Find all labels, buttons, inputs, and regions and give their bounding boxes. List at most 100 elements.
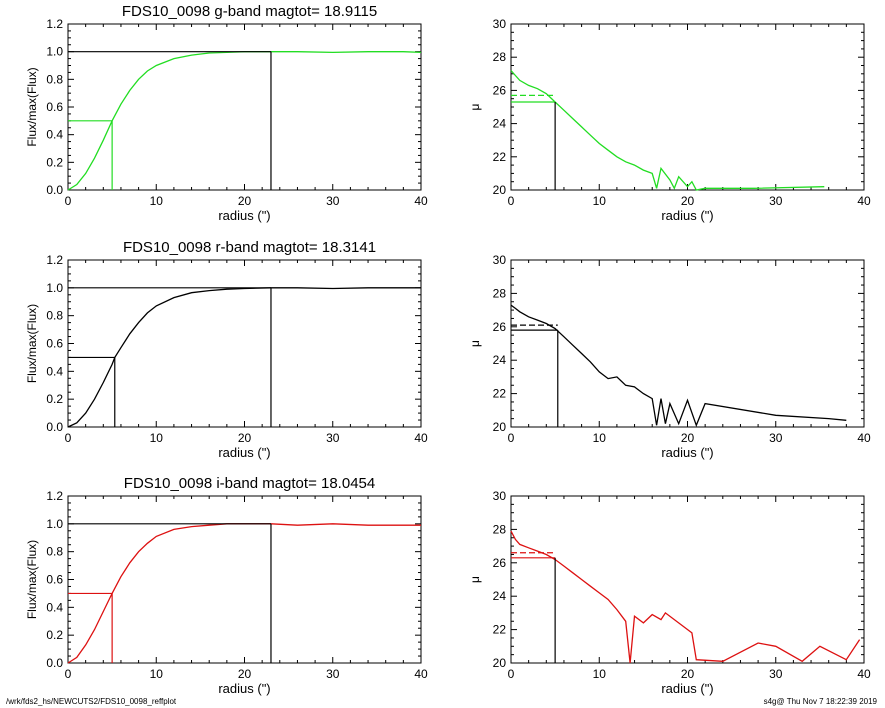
y-tick-label: 0.4 [46, 600, 63, 614]
x-tick-label: 10 [150, 431, 164, 445]
x-tick-label: 30 [769, 194, 783, 208]
y-tick-label: 0.2 [46, 392, 63, 406]
footer-timestamp: s4g@ Thu Nov 7 18:22:39 2019 [763, 697, 877, 706]
x-tick-label: 10 [593, 667, 607, 681]
x-tick-label: 0 [65, 194, 72, 208]
y-axis-label: Flux/max(Flux) [25, 540, 39, 619]
x-axis-label: radius (") [661, 208, 713, 223]
y-tick-label: 26 [493, 83, 507, 97]
y-axis-label: μ [468, 340, 482, 347]
y-tick-label: 0.4 [46, 128, 63, 142]
y-tick-label: 26 [493, 320, 507, 334]
y-tick-label: 22 [493, 150, 507, 164]
y-tick-label: 0.0 [46, 656, 63, 670]
x-axis-label: radius (") [218, 445, 270, 460]
y-tick-label: 0.2 [46, 155, 63, 169]
y-tick-label: 30 [493, 253, 507, 267]
series-line-i [67, 523, 421, 664]
x-axis-label: radius (") [661, 681, 713, 696]
y-tick-label: 24 [493, 589, 507, 603]
y-tick-label: 28 [493, 286, 507, 300]
y-tick-label: 0.8 [46, 72, 63, 86]
chart-title: FDS10_0098 r-band magtot= 18.3141 [123, 239, 376, 256]
x-tick-label: 20 [238, 667, 252, 681]
y-tick-label: 1.2 [46, 253, 63, 267]
chart-panel-i-growth-curve: 0 10 20 30 40 0.0 0.2 0.4 0.6 0.8 1.0 1.2 radius (")… [25, 475, 428, 696]
x-tick-label: 20 [238, 431, 252, 445]
series-line-i [510, 530, 861, 664]
chart-panel-g-growth-curve: 0 10 20 30 40 0.0 0.2 0.4 0.6 0.8 1.0 1.2 radius (")… [25, 3, 428, 223]
plot-frame [67, 259, 422, 428]
y-tick-label: 28 [493, 522, 507, 536]
x-tick-label: 30 [769, 667, 783, 681]
series-line-g [510, 70, 825, 191]
y-tick-label: 22 [493, 387, 507, 401]
x-tick-label: 20 [238, 194, 252, 208]
y-tick-label: 0.2 [46, 628, 63, 642]
y-tick-label: 1.0 [46, 517, 63, 531]
plot-frame [510, 495, 865, 664]
x-tick-label: 40 [857, 194, 871, 208]
x-tick-label: 0 [508, 667, 515, 681]
y-tick-label: 1.0 [46, 45, 63, 59]
y-tick-label: 20 [493, 183, 507, 197]
y-tick-label: 22 [493, 623, 507, 637]
x-tick-label: 0 [508, 431, 515, 445]
y-tick-label: 30 [493, 489, 507, 503]
y-tick-label: 1.0 [46, 281, 63, 295]
y-tick-label: 24 [493, 117, 507, 131]
y-axis-label: Flux/max(Flux) [25, 304, 39, 383]
series-line-r [510, 304, 847, 428]
x-tick-label: 10 [150, 667, 164, 681]
y-tick-label: 20 [493, 656, 507, 670]
y-axis-label: μ [468, 576, 482, 583]
y-tick-label: 0.8 [46, 309, 63, 323]
x-axis-label: radius (") [218, 208, 270, 223]
x-tick-label: 30 [326, 667, 340, 681]
x-tick-label: 0 [508, 194, 515, 208]
y-tick-label: 0.6 [46, 337, 63, 351]
y-tick-label: 1.2 [46, 489, 63, 503]
x-tick-label: 20 [681, 431, 695, 445]
plot-frame [67, 495, 422, 664]
x-axis-label: radius (") [661, 445, 713, 460]
y-tick-label: 20 [493, 420, 507, 434]
chart-panel-r-surface-brightness: 0 10 20 30 40 20 22 24 26 28 30 radius (") μ [468, 253, 871, 460]
x-tick-label: 40 [857, 431, 871, 445]
x-tick-label: 30 [326, 194, 340, 208]
y-tick-label: 0.8 [46, 545, 63, 559]
y-tick-label: 0.0 [46, 420, 63, 434]
y-tick-label: 0.6 [46, 100, 63, 114]
y-tick-label: 0.6 [46, 573, 63, 587]
y-tick-label: 0.4 [46, 364, 63, 378]
chart-panel-g-surface-brightness: 0 10 20 30 40 20 22 24 26 28 30 radius (") μ [468, 17, 871, 223]
x-tick-label: 20 [681, 194, 695, 208]
y-tick-label: 24 [493, 353, 507, 367]
x-tick-label: 40 [414, 194, 428, 208]
y-axis-label: Flux/max(Flux) [25, 67, 39, 146]
x-tick-label: 40 [414, 431, 428, 445]
x-tick-label: 40 [414, 667, 428, 681]
chart-title: FDS10_0098 g-band magtot= 18.9115 [122, 3, 377, 20]
plot-frame [67, 23, 422, 191]
series-line-r [67, 287, 421, 428]
x-tick-label: 40 [857, 667, 871, 681]
x-tick-label: 10 [593, 431, 607, 445]
footer-path: /wrk/fds2_hs/NEWCUTS2/FDS10_0098_reffplo… [6, 697, 177, 706]
y-tick-label: 0.0 [46, 183, 63, 197]
x-tick-label: 0 [65, 667, 72, 681]
chart-title: FDS10_0098 i-band magtot= 18.0454 [124, 475, 375, 492]
y-tick-label: 1.2 [46, 17, 63, 31]
y-tick-label: 28 [493, 50, 507, 64]
x-tick-label: 20 [681, 667, 695, 681]
chart-panel-i-surface-brightness: 0 10 20 30 40 20 22 24 26 28 30 radius (") μ [468, 489, 871, 696]
x-tick-label: 30 [326, 431, 340, 445]
x-axis-label: radius (") [218, 681, 270, 696]
y-tick-label: 30 [493, 17, 507, 31]
x-tick-label: 10 [593, 194, 607, 208]
y-tick-label: 26 [493, 556, 507, 570]
x-tick-label: 0 [65, 431, 72, 445]
plot-frame [510, 23, 865, 191]
y-axis-label: μ [468, 103, 482, 110]
